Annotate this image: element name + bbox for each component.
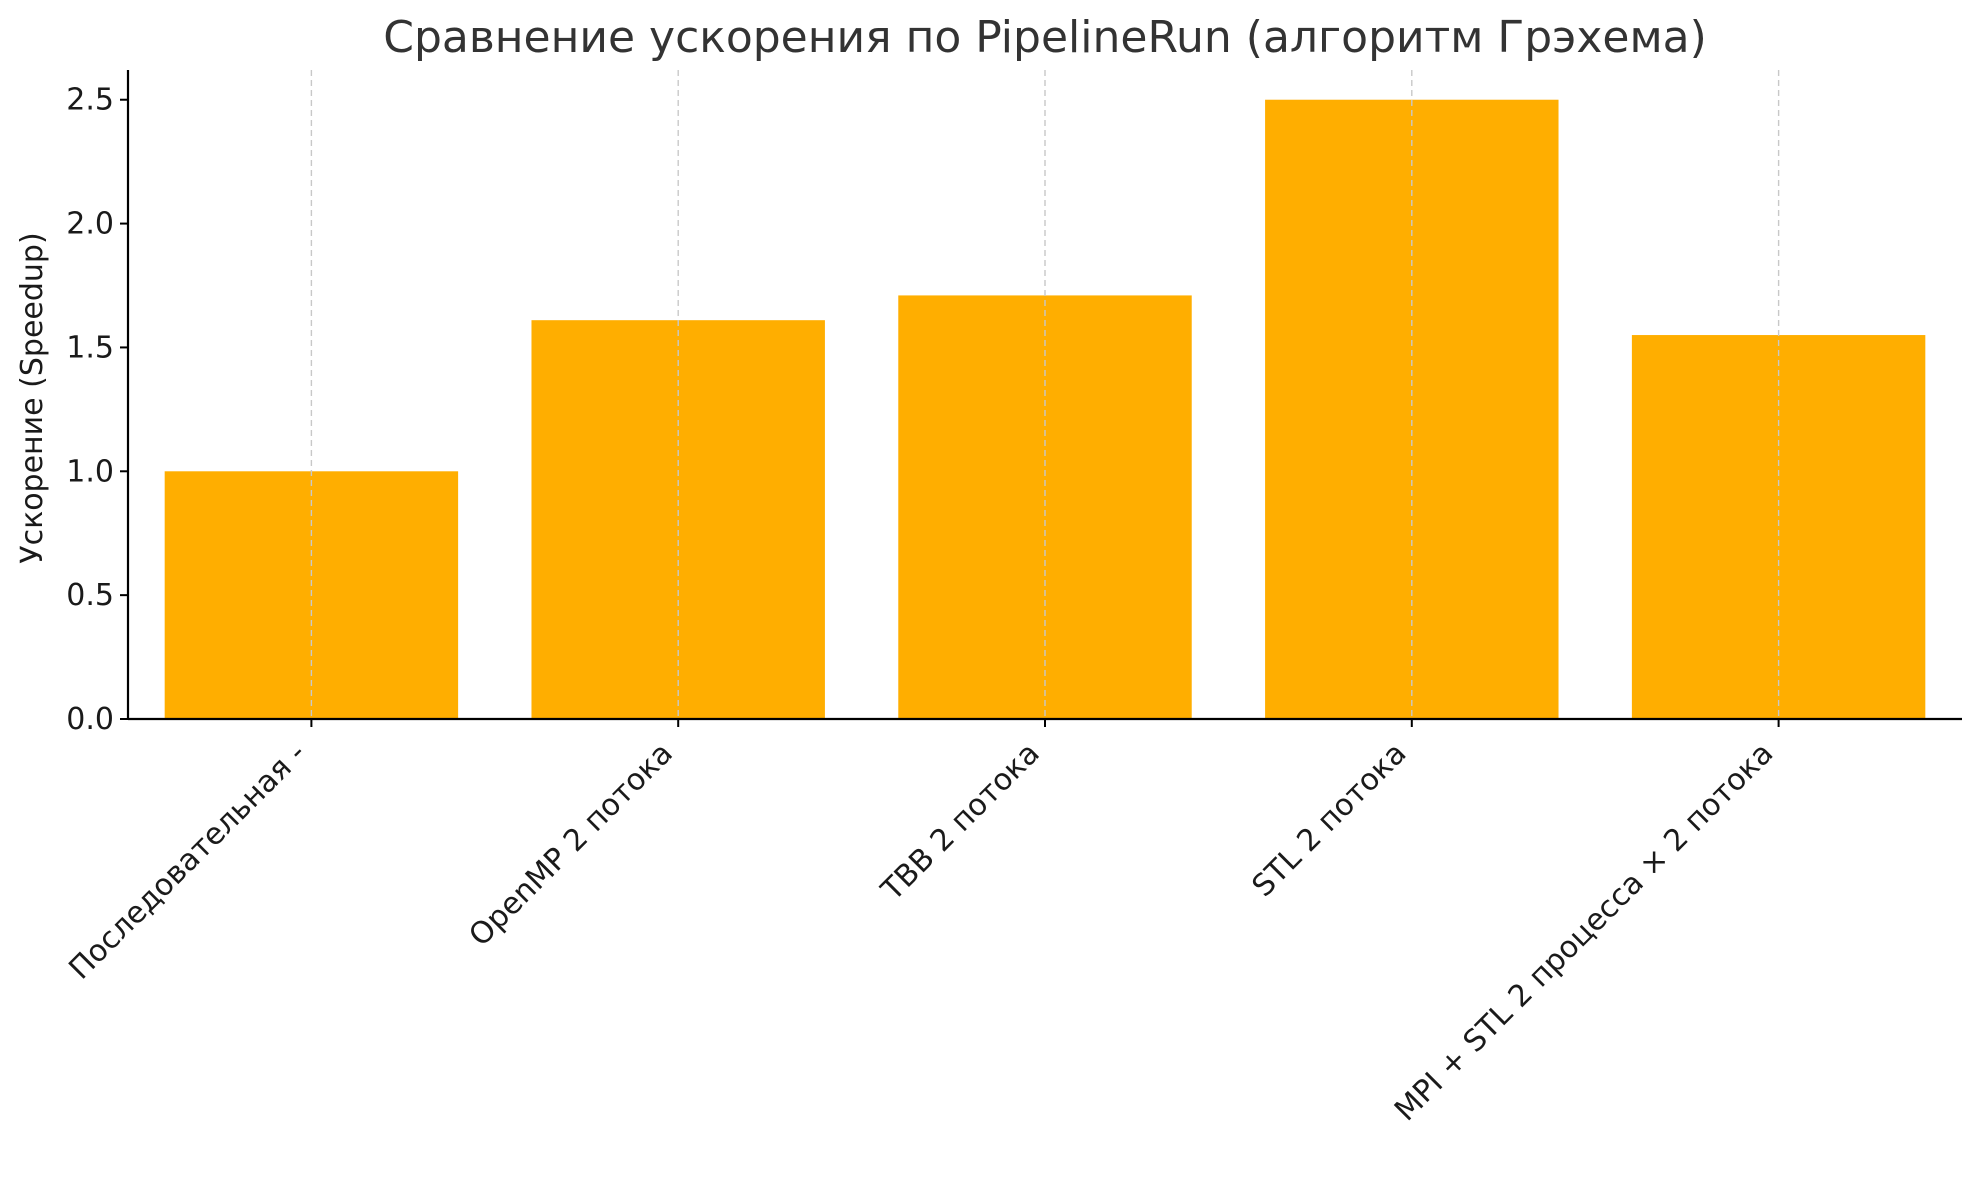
y-axis-label: Ускорение (Speedup) (15, 232, 50, 563)
x-tick-label: TBB 2 потока (874, 736, 1047, 909)
chart-title: Сравнение ускорения по PipelineRun (алго… (383, 12, 1707, 63)
y-tick-label: 1.0 (66, 454, 114, 489)
x-tick-label: Последовательная - (62, 736, 313, 987)
x-tick-label: STL 2 потока (1245, 736, 1413, 904)
y-tick-label: 0.5 (66, 578, 114, 613)
x-tick-label: MPI + STL 2 процесса × 2 потока (1388, 736, 1780, 1128)
y-tick-label: 0.0 (66, 702, 114, 737)
plot-area: 0.0 0.5 1.0 1.5 2.0 2.5 Последовательная - Open… (62, 70, 1962, 1128)
y-tick-label: 1.5 (66, 330, 114, 365)
bar (898, 295, 1192, 719)
x-tick-label: OpenMP 2 потока (462, 736, 679, 953)
y-tick-label: 2.5 (66, 83, 114, 118)
y-tick-label: 2.0 (66, 207, 114, 242)
